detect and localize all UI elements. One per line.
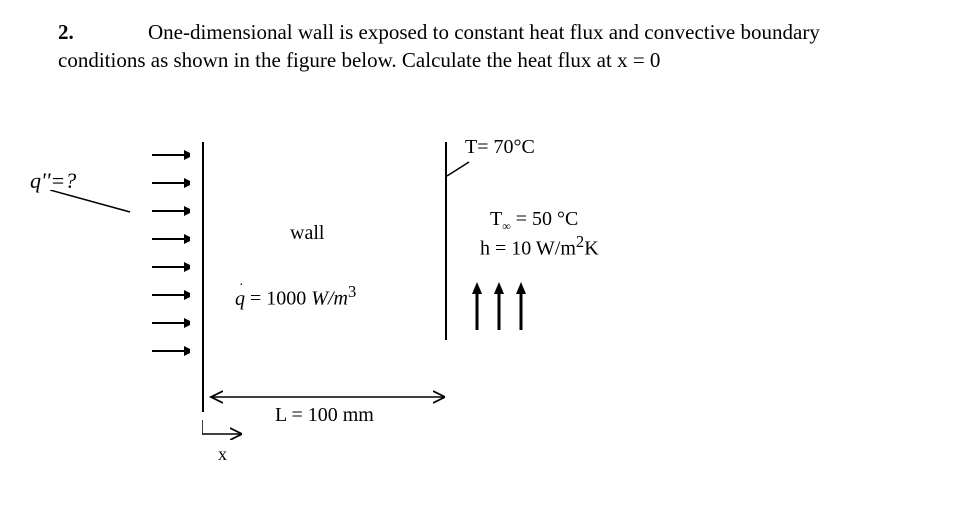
problem-statement: 2.One-dimensional wall is exposed to con… [58,18,918,75]
convection-arrow-up-icon [514,280,528,330]
flux-arrow-right-icon [150,148,190,162]
flux-arrow-right-icon [150,316,190,330]
flux-arrow-right-icon [150,288,190,302]
problem-line-1: One-dimensional wall is exposed to const… [148,20,820,44]
length-dimension-label: L = 100 mm [275,404,374,427]
surface-temperature-label: T= 70°C [465,136,535,159]
flux-arrow-right-icon [150,204,190,218]
heat-generation-label: q· = 1000 W/m3 [235,282,356,311]
x-axis-label: x [218,444,227,465]
convection-arrow-up-icon [492,280,506,330]
x-axis-indicator [202,420,242,440]
wall-left-edge [202,142,204,412]
convection-arrow-up-icon [470,280,484,330]
wall-label: wall [290,222,324,245]
flux-arrow-right-icon [150,344,190,358]
surface-temp-tick [445,160,473,180]
flux-arrow-right-icon [150,260,190,274]
heat-flux-pointer-line [50,190,140,220]
flux-arrow-right-icon [150,176,190,190]
convection-coefficient-label: h = 10 W/m2K [480,232,599,261]
freestream-temperature-label: T∞ = 50 °C [490,208,578,234]
diagram-region: q''=? wall q· = 1000 W/m3 T= 70°C T∞ = 5… [0,120,965,490]
problem-line-2: conditions as shown in the figure below.… [58,48,660,72]
flux-arrow-right-icon [150,232,190,246]
problem-number: 2. [58,18,148,46]
